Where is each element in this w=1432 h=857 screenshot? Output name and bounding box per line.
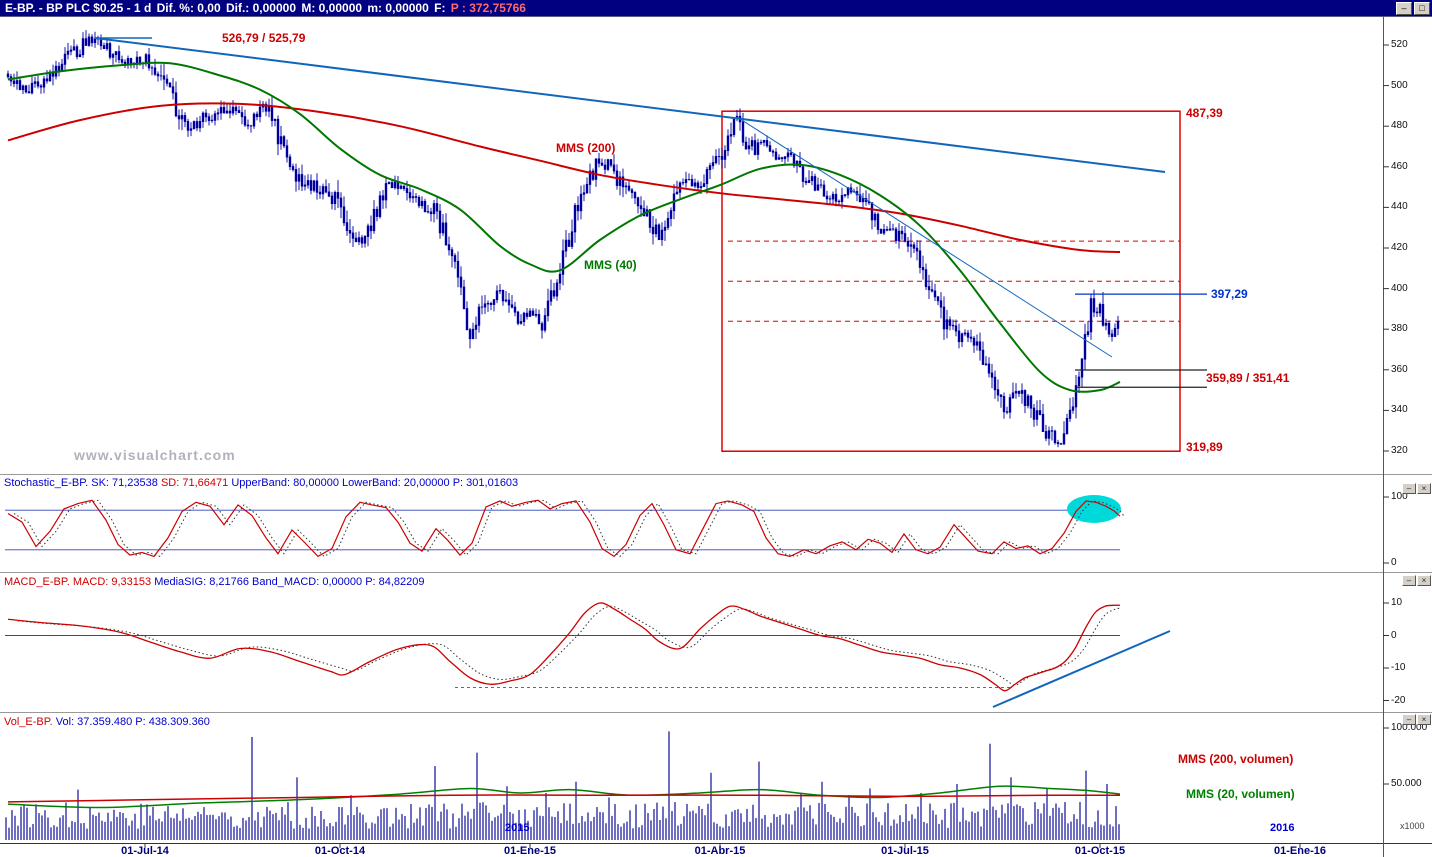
support-label-359-351: 359,89 / 351,41	[1206, 371, 1290, 385]
year-label: 2016	[1270, 822, 1295, 834]
y-axis-label: 380	[1391, 323, 1408, 335]
y-axis-label: 0	[1391, 629, 1397, 641]
y-axis-label: 520	[1391, 39, 1408, 50]
volume-unit-label: x1000	[1400, 821, 1425, 831]
text-segment: Stochastic_E-BP.	[4, 477, 92, 489]
y-axis-label: 10	[1391, 597, 1403, 608]
text-segment: LowerBand: 20,00000	[342, 477, 453, 489]
text-segment: E-BP. - BP PLC $0.25 - 1 d	[5, 1, 155, 15]
y-axis-label: 0	[1391, 557, 1397, 568]
y-axis-label: 460	[1391, 160, 1408, 172]
resistance-label-526: 526,79 / 525,79	[222, 31, 306, 45]
text-segment: m: 0,00000	[367, 1, 433, 15]
stochastic-header: Stochastic_E-BP. SK: 71,23538 SD: 71,664…	[4, 477, 518, 489]
date-label: 01-Jul-14	[121, 845, 169, 857]
text-segment: Vol_E-BP.	[4, 716, 56, 728]
y-axis-label: 420	[1391, 242, 1408, 253]
y-axis-label: 480	[1391, 120, 1408, 132]
stochastic-scale-close-button[interactable]: ×	[1417, 483, 1431, 494]
text-segment: F:	[434, 1, 449, 15]
date-label: 01-Abr-15	[694, 845, 746, 857]
volume-scale-minimize-button[interactable]: –	[1402, 714, 1416, 725]
text-segment: P : 372,75766	[450, 1, 526, 15]
text-segment: Band_MACD: 0,00000	[252, 576, 366, 588]
text-segment: P: 301,01603	[452, 477, 519, 489]
date-label: 01-Ene-15	[504, 845, 556, 857]
date-label: 01-Ene-16	[1274, 845, 1326, 857]
y-axis-label: 50.000	[1391, 778, 1422, 789]
volume-mms20-label: MMS (20, volumen)	[1186, 787, 1295, 801]
text-segment: SD: 71,66471	[160, 477, 232, 489]
text-segment: MediaSIG: 8,21766	[154, 576, 253, 588]
level-label-487: 487,39	[1186, 106, 1223, 120]
window-controls: – □	[1396, 1, 1430, 15]
text-segment: MACD: 9,33153	[72, 576, 155, 588]
y-axis-label: 100	[1391, 491, 1408, 502]
y-axis-label: 100.000	[1391, 722, 1428, 733]
text-segment: UpperBand: 80,00000	[231, 477, 343, 489]
text-segment: P: 438.309.360	[135, 716, 210, 728]
level-label-397: 397,29	[1211, 287, 1248, 301]
macd-scale-close-button[interactable]: ×	[1417, 575, 1431, 586]
text-segment: Dif.: 0,00000	[225, 1, 300, 15]
stochastic-scale-minimize-button[interactable]: –	[1402, 483, 1416, 494]
y-axis-label: 440	[1391, 201, 1408, 213]
window-minimize-button[interactable]: –	[1396, 1, 1412, 15]
mms200-label: MMS (200)	[556, 141, 616, 155]
y-axis-label: -10	[1391, 662, 1406, 673]
text-segment: Dif. %: 0,00	[156, 1, 224, 15]
date-label: 01-Jul-15	[881, 845, 929, 857]
chart-titlebar: E-BP. - BP PLC $0.25 - 1 d Dif. %: 0,00 …	[0, 0, 1432, 16]
date-label: 01-Oct-15	[1074, 845, 1126, 857]
y-axis-label: 340	[1391, 404, 1408, 416]
y-axis-label: 400	[1391, 282, 1408, 294]
volume-header: Vol_E-BP. Vol: 37.359.480 P: 438.309.360	[4, 716, 210, 728]
level-label-319: 319,89	[1186, 440, 1223, 454]
y-axis-label: -20	[1391, 694, 1406, 706]
macd-scale-minimize-button[interactable]: –	[1402, 575, 1416, 586]
volume-mms200-label: MMS (200, volumen)	[1178, 752, 1294, 766]
macd-header: MACD_E-BP. MACD: 9,33153 MediaSIG: 8,217…	[4, 576, 425, 588]
y-axis-label: 360	[1391, 363, 1408, 375]
mms40-label: MMS (40)	[584, 258, 637, 272]
visualchart-watermark: www.visualchart.com	[74, 447, 236, 463]
text-segment: M: 0,00000	[301, 1, 366, 15]
date-label: 01-Oct-14	[314, 845, 366, 857]
text-segment: MACD_E-BP.	[4, 576, 73, 588]
window-restore-button[interactable]: □	[1414, 1, 1430, 15]
year-label: 2015	[505, 822, 530, 834]
text-segment: SK: 71,23538	[91, 477, 161, 489]
volume-scale-close-button[interactable]: ×	[1417, 714, 1431, 725]
y-axis-label: 320	[1391, 445, 1408, 456]
text-segment: Vol: 37.359.480	[55, 716, 136, 728]
text-segment: P: 84,82209	[365, 576, 425, 588]
y-axis-label: 500	[1391, 79, 1408, 91]
